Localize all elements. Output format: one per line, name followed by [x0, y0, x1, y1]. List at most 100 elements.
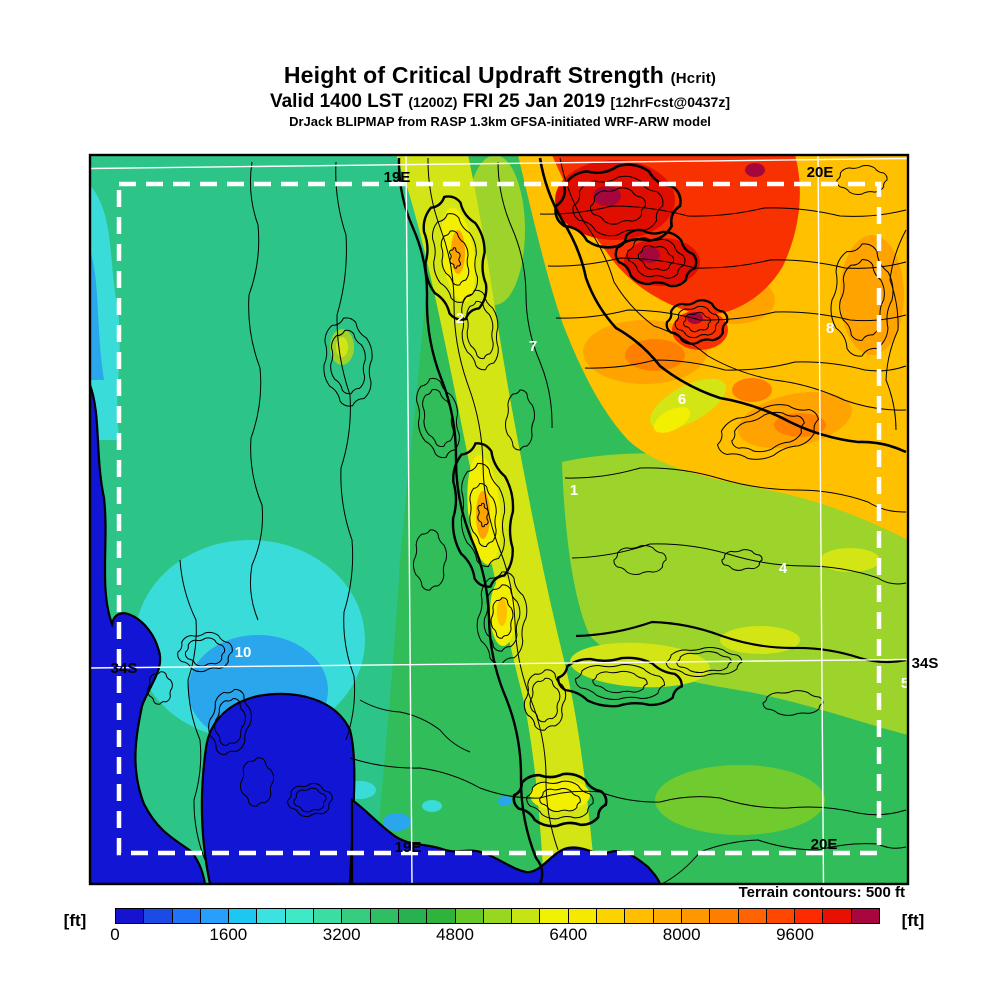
inland-blue-patch: [383, 813, 411, 831]
colorbar-segment: [397, 909, 427, 923]
contour-line: [461, 289, 499, 371]
colorbar-segment: [313, 909, 342, 923]
contour-line: [614, 228, 698, 288]
contour-line: [731, 411, 805, 453]
colorbar-tick: 0: [110, 925, 120, 944]
south-coast-sea: [350, 797, 662, 884]
contour-line: [477, 502, 489, 528]
contour-line: [556, 656, 684, 708]
forecast-cycle: [12hrFcst@0437z]: [610, 94, 731, 110]
contour-line: [460, 462, 506, 568]
grid-label-20e: 20E: [807, 164, 834, 181]
colorbar-segment: [284, 909, 314, 923]
colorbar-segment: [709, 909, 738, 923]
contour-line: [451, 442, 515, 588]
bottom-right-green: [655, 765, 825, 835]
colorbar-unit-left: [ft]: [63, 911, 87, 930]
colorbar-tick: 1600: [209, 925, 248, 944]
contour-line: [538, 157, 907, 454]
title-text: Height of Critical Updraft Strength: [283, 62, 664, 88]
colorbar-segment: [567, 909, 597, 923]
contour-line: [469, 482, 497, 548]
valid-time-line: Valid 1400 LST (1200Z) FRI 25 Jan 2019 […: [0, 91, 1000, 113]
colorbar-segment: [256, 909, 285, 923]
contour-line: [147, 671, 173, 705]
model-info-line: DrJack BLIPMAP from RASP 1.3km GFSA-init…: [289, 114, 711, 129]
colorbar-segment: [765, 909, 795, 923]
contour-line: [683, 311, 711, 333]
contour-line: [476, 571, 528, 665]
coastal-blue-north: [90, 250, 104, 380]
map-border: [88, 153, 910, 886]
contour-line: [239, 757, 275, 807]
orange-core: [625, 339, 685, 371]
grid-label-34s: 34S: [912, 655, 939, 672]
contour-line: [422, 388, 454, 448]
valid-date: FRI 25 Jan 2019: [462, 91, 606, 112]
colorbar-segment: [369, 909, 398, 923]
inland-blue-dot: [498, 796, 512, 806]
grid-label-19e: 19E: [395, 839, 422, 856]
contour-line: [665, 299, 729, 345]
colorbar-segment: [680, 909, 710, 923]
contour-line: [721, 549, 763, 571]
colorbar-segment: [228, 909, 257, 923]
contour-line: [512, 772, 608, 828]
site-label-7: 7: [529, 338, 537, 355]
contour-line: [214, 697, 246, 747]
colorbar-segment: [143, 909, 172, 923]
contour-line: [592, 670, 648, 694]
contour-line: [523, 669, 567, 731]
contour-line: [613, 545, 667, 575]
contour-line: [526, 780, 594, 820]
site-label-1: 1: [570, 482, 578, 499]
contour-line: [427, 157, 559, 851]
maroon-spot: [687, 312, 703, 324]
contour-line: [330, 329, 366, 395]
contour-line: [440, 230, 470, 286]
contour-line: [574, 664, 666, 700]
contour-line: [335, 161, 356, 741]
ridge-hot-core: [497, 598, 507, 626]
site-label-2: 2: [456, 310, 464, 327]
grid-label-19e: 19E: [384, 169, 411, 186]
model-domain-boundary: [116, 181, 882, 856]
contour-line: [626, 237, 686, 279]
contour-line: [839, 259, 885, 341]
gridline-34s: [90, 658, 908, 669]
contour-line: [575, 620, 907, 664]
contour-line: [762, 690, 824, 716]
site-label-6: 6: [678, 391, 686, 408]
terrain-contour-note: Terrain contours: 500 ft: [738, 884, 905, 901]
contour-line: [287, 782, 333, 818]
gridline-20e: [817, 155, 825, 884]
colorbar-segment: [482, 909, 512, 923]
colorbar-segment: [624, 909, 653, 923]
contour-line: [836, 165, 888, 195]
contour-line: [885, 229, 907, 431]
colorbar-segment: [539, 909, 568, 923]
colorbar-segment: [822, 909, 851, 923]
orange-core: [732, 378, 772, 402]
contour-line: [177, 631, 233, 673]
valid-zulu-time: (1200Z): [408, 94, 458, 110]
colorbar-segment: [341, 909, 370, 923]
colorbar-tick: 3200: [322, 925, 361, 944]
contour-line: [539, 205, 907, 217]
maroon-spot: [593, 186, 621, 206]
colorbar-segment: [116, 909, 144, 923]
contour-line: [559, 157, 907, 411]
contour-line: [466, 300, 494, 360]
false-bay: [200, 692, 356, 884]
contour-line: [248, 161, 263, 621]
contour-line: [397, 157, 544, 884]
plateau-yellow: [820, 548, 880, 572]
colorbar-segment: [737, 909, 766, 923]
colorbar-segment: [850, 909, 880, 923]
colorbar-unit-right: [ft]: [901, 911, 925, 930]
ridge-core: [530, 779, 590, 811]
site-label-8: 8: [826, 320, 834, 337]
colorbar-tick: 4800: [436, 925, 474, 944]
valid-local-time: Valid 1400 LST: [269, 91, 404, 112]
